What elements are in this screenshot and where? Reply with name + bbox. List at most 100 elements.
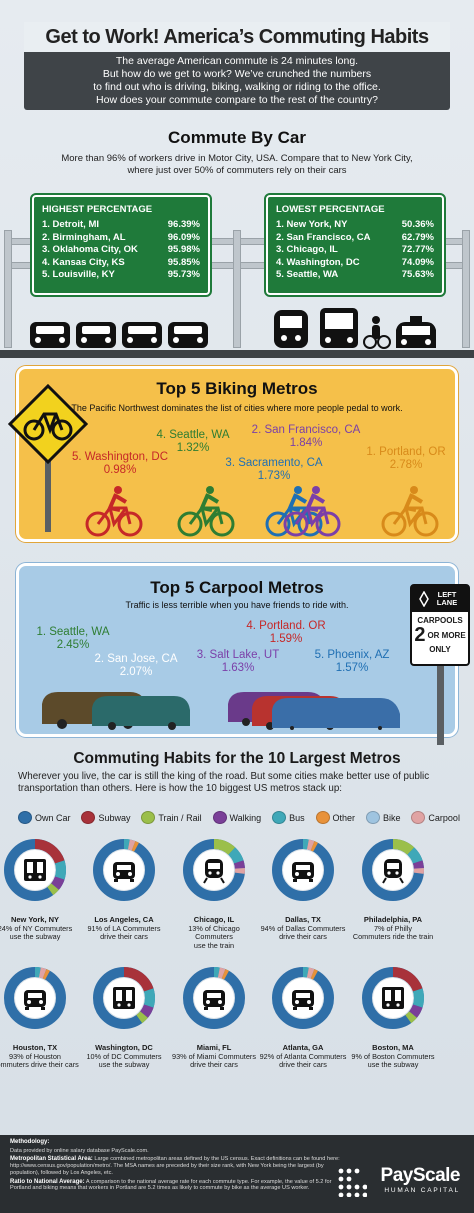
donut-ring (183, 967, 245, 1029)
methodology-text: Data provided by online salary database … (10, 1147, 149, 1154)
metro-label: Boston, MA 9% of Boston Commuters use the … (348, 1043, 438, 1070)
metro-caption: 93% of Houston (9, 1051, 61, 1061)
car-intro-line: where just over 50% of commuters rely on… (127, 165, 347, 176)
header-panel: Get to Work! America’s Commuting Habits … (24, 22, 450, 110)
car-icon (292, 862, 314, 882)
car-icon (24, 990, 46, 1010)
metro-value: 1.57% (335, 662, 369, 674)
legend-swatch (81, 811, 96, 824)
biking-panel: Top 5 Biking Metros The Pacific Northwes… (16, 366, 458, 542)
carpool-title: Top 5 Carpool Metros (150, 578, 324, 597)
lowest-percentage-sign: LOWEST PERCENTAGE 1. New York, NY 50.36% … (264, 193, 446, 297)
train-icon (382, 859, 404, 884)
metro-caption: 7% of Philly (373, 923, 413, 933)
metro-caption: drive their cars (100, 932, 148, 941)
donut-segment (412, 988, 424, 1008)
metro-donut (93, 967, 155, 1029)
metros-title: Commuting Habits for the 10 Largest Metr… (73, 750, 401, 767)
legend-item: Bus (272, 811, 305, 824)
metro-caption: 10% of DC Commuters (86, 1051, 162, 1061)
metro-caption: 9% of Boston Commuters (351, 1051, 435, 1061)
legend-item: Other (315, 811, 356, 824)
legend-label: Subway (98, 812, 131, 823)
bus-icon (320, 308, 358, 348)
lane-sign-text: OR MORE (427, 630, 466, 640)
metro-city-name: Boston, MA (372, 1043, 414, 1052)
metro-donut (272, 839, 334, 901)
bike-metro-4: 4. Seattle, WA 1.32% (148, 429, 238, 455)
metro-value: 2.45% (56, 639, 90, 651)
metro-caption: 24% of NY Commuters (0, 923, 73, 933)
donut-segment (127, 839, 136, 851)
metro-value: 1.59% (269, 633, 303, 645)
metro-donut (362, 967, 424, 1029)
methodology-heading: Methodology: (10, 1139, 50, 1145)
transit-vehicles-row (274, 308, 436, 349)
donut-segment (310, 969, 318, 980)
metro-city-name: Dallas, TX (285, 915, 321, 924)
metro-caption: Commuters drive their cars (0, 1060, 79, 1069)
legend-item: Subway (81, 811, 130, 824)
cars-row (30, 322, 208, 348)
donut-segment (221, 969, 229, 980)
bike-metro-1: 1. Portland, OR 2.78% (356, 446, 456, 472)
carpool-metro-1: 1. Seattle, WA 2.45% (26, 626, 120, 652)
intro-line: But how do we get to work? We’ve crunche… (102, 68, 372, 80)
metro-label: Philadelphia, PA 7% of Philly Commuters ri… (348, 915, 438, 942)
legend-swatch (411, 811, 426, 824)
cyclist-icon (363, 316, 391, 349)
metro-name: 5. Phoenix, AZ (314, 649, 390, 661)
logo-name: PayScale (380, 1165, 461, 1186)
page-title: Get to Work! America’s Commuting Habits (24, 22, 450, 52)
footer: Methodology: Data provided by online sal… (0, 1135, 474, 1213)
legend-item: Carpool (411, 811, 460, 824)
legend-swatch (315, 811, 330, 824)
metro-caption: drive their cars (279, 1060, 327, 1069)
metro-city-name: Atlanta, GA (282, 1043, 324, 1052)
cyclist-icon (177, 486, 235, 537)
legend-label: Walking (229, 812, 262, 823)
metro-donut (183, 967, 245, 1029)
donut-segment (392, 839, 415, 855)
sign-row: 5. Seattle, WA 75.63% (276, 269, 434, 280)
sign-row: 2. San Francisco, CA 62.79% (276, 231, 434, 243)
legend-label: Other (332, 812, 356, 823)
bike-metro-3: 3. Sacramento, CA 1.73% (216, 457, 332, 483)
msa-heading: Metropolitan Statistical Area: (10, 1156, 93, 1163)
metro-value: 1.84% (289, 437, 323, 449)
cyclist-icon (283, 486, 341, 537)
donut-segment (131, 841, 139, 852)
sign-row: 3. Chicago, IL 72.77% (276, 244, 434, 255)
donut-segment (51, 876, 65, 890)
car-icon (292, 990, 314, 1010)
logo-tagline: HUMAN CAPITAL (384, 1187, 460, 1194)
legend-label: Own Car (35, 812, 71, 823)
donut-ring (4, 967, 66, 1029)
mode-legend: Own Car Subway Train / Rail Walking Bus Other… (18, 811, 460, 824)
metro-label: New York, NY 24% of NY Commuters use the s… (0, 915, 80, 942)
sign-row: 4. Washington, DC 74.09% (276, 256, 434, 268)
donut-ring (272, 839, 334, 901)
msa-text: Large combined metropolitan areas define… (10, 1156, 340, 1176)
car-section-intro: More than 96% of workers drive in Motor … (60, 153, 414, 177)
metro-name: 5. Washington, DC (71, 451, 169, 463)
train-icon (203, 859, 225, 884)
sign-row: 1. New York, NY 50.36% (276, 219, 434, 230)
metro-name: 3. Sacramento, CA (225, 457, 323, 469)
metro-caption: drive their cars (279, 932, 327, 941)
sign-row: 3. Oklahoma City, OK 95.98% (42, 244, 200, 255)
intro-line: The average American commute is 24 minut… (115, 55, 359, 67)
sign-row: 1. Detroit, MI 96.39% (42, 219, 200, 230)
metro-city-name: Los Angeles, CA (94, 915, 154, 924)
metro-caption: 94% of Dallas Commuters (260, 923, 346, 933)
metro-city-name: Houston, TX (12, 1043, 58, 1052)
donut-segment (34, 839, 65, 864)
carpool-metro-4: 4. Portland. OR 1.59% (234, 620, 338, 646)
metro-name: 3. Salt Lake, UT (196, 649, 280, 661)
sign-row: 5. Louisville, KY 95.73% (42, 269, 200, 280)
metro-caption: drive their cars (190, 1060, 238, 1069)
carpool-vans (42, 692, 400, 730)
road (0, 350, 474, 358)
car-icon (113, 862, 135, 882)
